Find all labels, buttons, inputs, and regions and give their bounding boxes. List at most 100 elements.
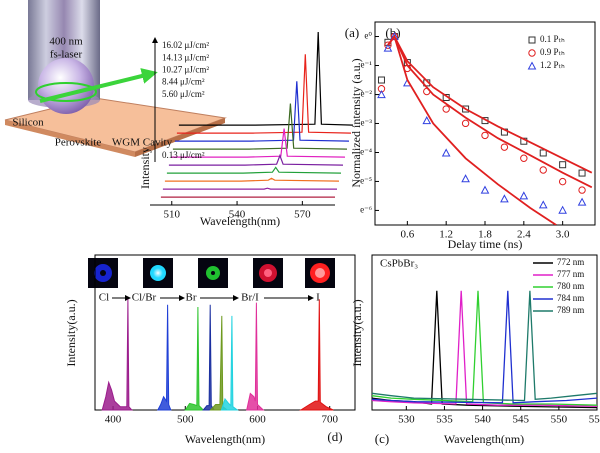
marker [422, 116, 432, 125]
x-tick-label: 1.2 [439, 229, 453, 241]
marker [520, 154, 528, 162]
marker [559, 161, 567, 169]
marker [539, 149, 547, 157]
x-tick-label: 570 [294, 209, 311, 221]
legend-marker [528, 36, 536, 44]
legend-marker [527, 61, 537, 70]
annotation: Perovskite [55, 137, 102, 149]
marker [480, 185, 490, 194]
spectrum-area [101, 299, 133, 411]
image-glow [315, 268, 325, 278]
marker [538, 200, 548, 209]
spectrum-area [299, 299, 334, 411]
series-label: 0.13 μJ/cm² [162, 150, 205, 160]
x-tick-label: 535 [436, 414, 453, 426]
x-tick-label: 2.4 [517, 229, 531, 241]
plot-frame [371, 254, 598, 411]
marker [441, 148, 451, 157]
x-axis-label: Wavelength(nm) [200, 214, 280, 228]
x-tick-label: 600 [249, 414, 266, 426]
marker [578, 169, 586, 177]
spectrum-area [220, 315, 239, 411]
legend-label: 0.1 Pₜₕ [540, 34, 565, 44]
marker [461, 174, 470, 183]
marker [577, 197, 587, 206]
image-spot-core [211, 271, 215, 275]
spectrum [176, 54, 352, 134]
legend-marker [528, 49, 536, 57]
y-tick-label: e⁻⁵ [360, 176, 372, 186]
annotation: Silicon [12, 117, 44, 129]
marker [481, 131, 489, 140]
spectrum [172, 103, 348, 150]
x-tick-label: 0.6 [400, 229, 414, 241]
series-label: 5.60 μJ/cm² [162, 89, 205, 99]
x-tick-label: 700 [321, 414, 338, 426]
fit-line [387, 34, 557, 225]
annotation: I [316, 292, 320, 304]
spectrum [166, 166, 342, 174]
x-tick-label: 530 [398, 414, 415, 426]
marker [500, 194, 509, 203]
x-tick-label: 3.0 [556, 229, 570, 241]
annotation: fs-laser [50, 49, 83, 61]
legend-label: 784 nm [557, 293, 584, 303]
pl-images [88, 258, 335, 301]
x-tick-label: 400 [105, 414, 122, 426]
y-axis-label: Intensity(a.u.) [350, 299, 364, 366]
slab-edge [135, 118, 225, 157]
series-label: 10.27 μJ/cm² [162, 64, 209, 74]
spectrum [371, 290, 598, 406]
y-tick-label: e⁻¹ [361, 60, 373, 70]
x-tick-label: 545 [512, 414, 529, 426]
legend-label: 789 nm [557, 305, 584, 315]
marker [500, 143, 509, 151]
legend-label: 780 nm [557, 281, 584, 291]
x-axis-label: Delay time (ns) [448, 237, 523, 251]
x-tick-label: 540 [474, 414, 491, 426]
spectrum [371, 290, 598, 408]
emission-arrow [39, 68, 158, 103]
series-label: 8.44 μJ/cm² [162, 77, 205, 87]
spectrum-area [246, 302, 265, 411]
plot-area [377, 31, 593, 225]
panel-label: (b) [385, 25, 400, 40]
fit-line [387, 34, 593, 189]
spectrum-area [202, 304, 216, 411]
legend-label: 772 nm [557, 257, 584, 267]
y-tick-label: e⁰ [364, 31, 372, 41]
marker [383, 43, 393, 52]
annotation: WGM Cavity [112, 137, 173, 149]
marker [442, 105, 450, 113]
slab-edge [5, 120, 135, 157]
y-axis-label: Intensity(a.u.) [64, 299, 78, 366]
x-tick-label: 550 [551, 414, 568, 426]
image-spot-core [100, 270, 106, 276]
annotation: Cl/Br [132, 292, 157, 304]
spectrum [371, 290, 598, 404]
series-label: 14.13 μJ/cm² [162, 52, 209, 62]
x-tick-label: 555 [589, 414, 600, 426]
spectrum-area [209, 315, 229, 411]
marker [578, 186, 586, 194]
annotation: Br/I [241, 292, 259, 304]
marker [461, 119, 470, 128]
panel-label: (a) [345, 25, 359, 40]
marker [558, 177, 567, 186]
wgm-ring [35, 82, 97, 102]
x-tick-label: 540 [229, 209, 246, 221]
series-label: 16.02 μJ/cm² [162, 40, 209, 50]
image-glow [264, 269, 272, 277]
x-tick-label: 510 [164, 209, 181, 221]
y-tick-label: e⁻² [361, 89, 373, 99]
annotation: 400 nm [49, 36, 83, 48]
marker [462, 105, 470, 113]
chart-title: CsPbBr₃ [380, 258, 418, 270]
marker [539, 166, 547, 174]
image-glow [153, 268, 163, 278]
marker [377, 90, 386, 99]
panel-label: (c) [375, 431, 389, 446]
illustration [4, 0, 227, 162]
y-axis-label: Intensity [138, 147, 152, 189]
